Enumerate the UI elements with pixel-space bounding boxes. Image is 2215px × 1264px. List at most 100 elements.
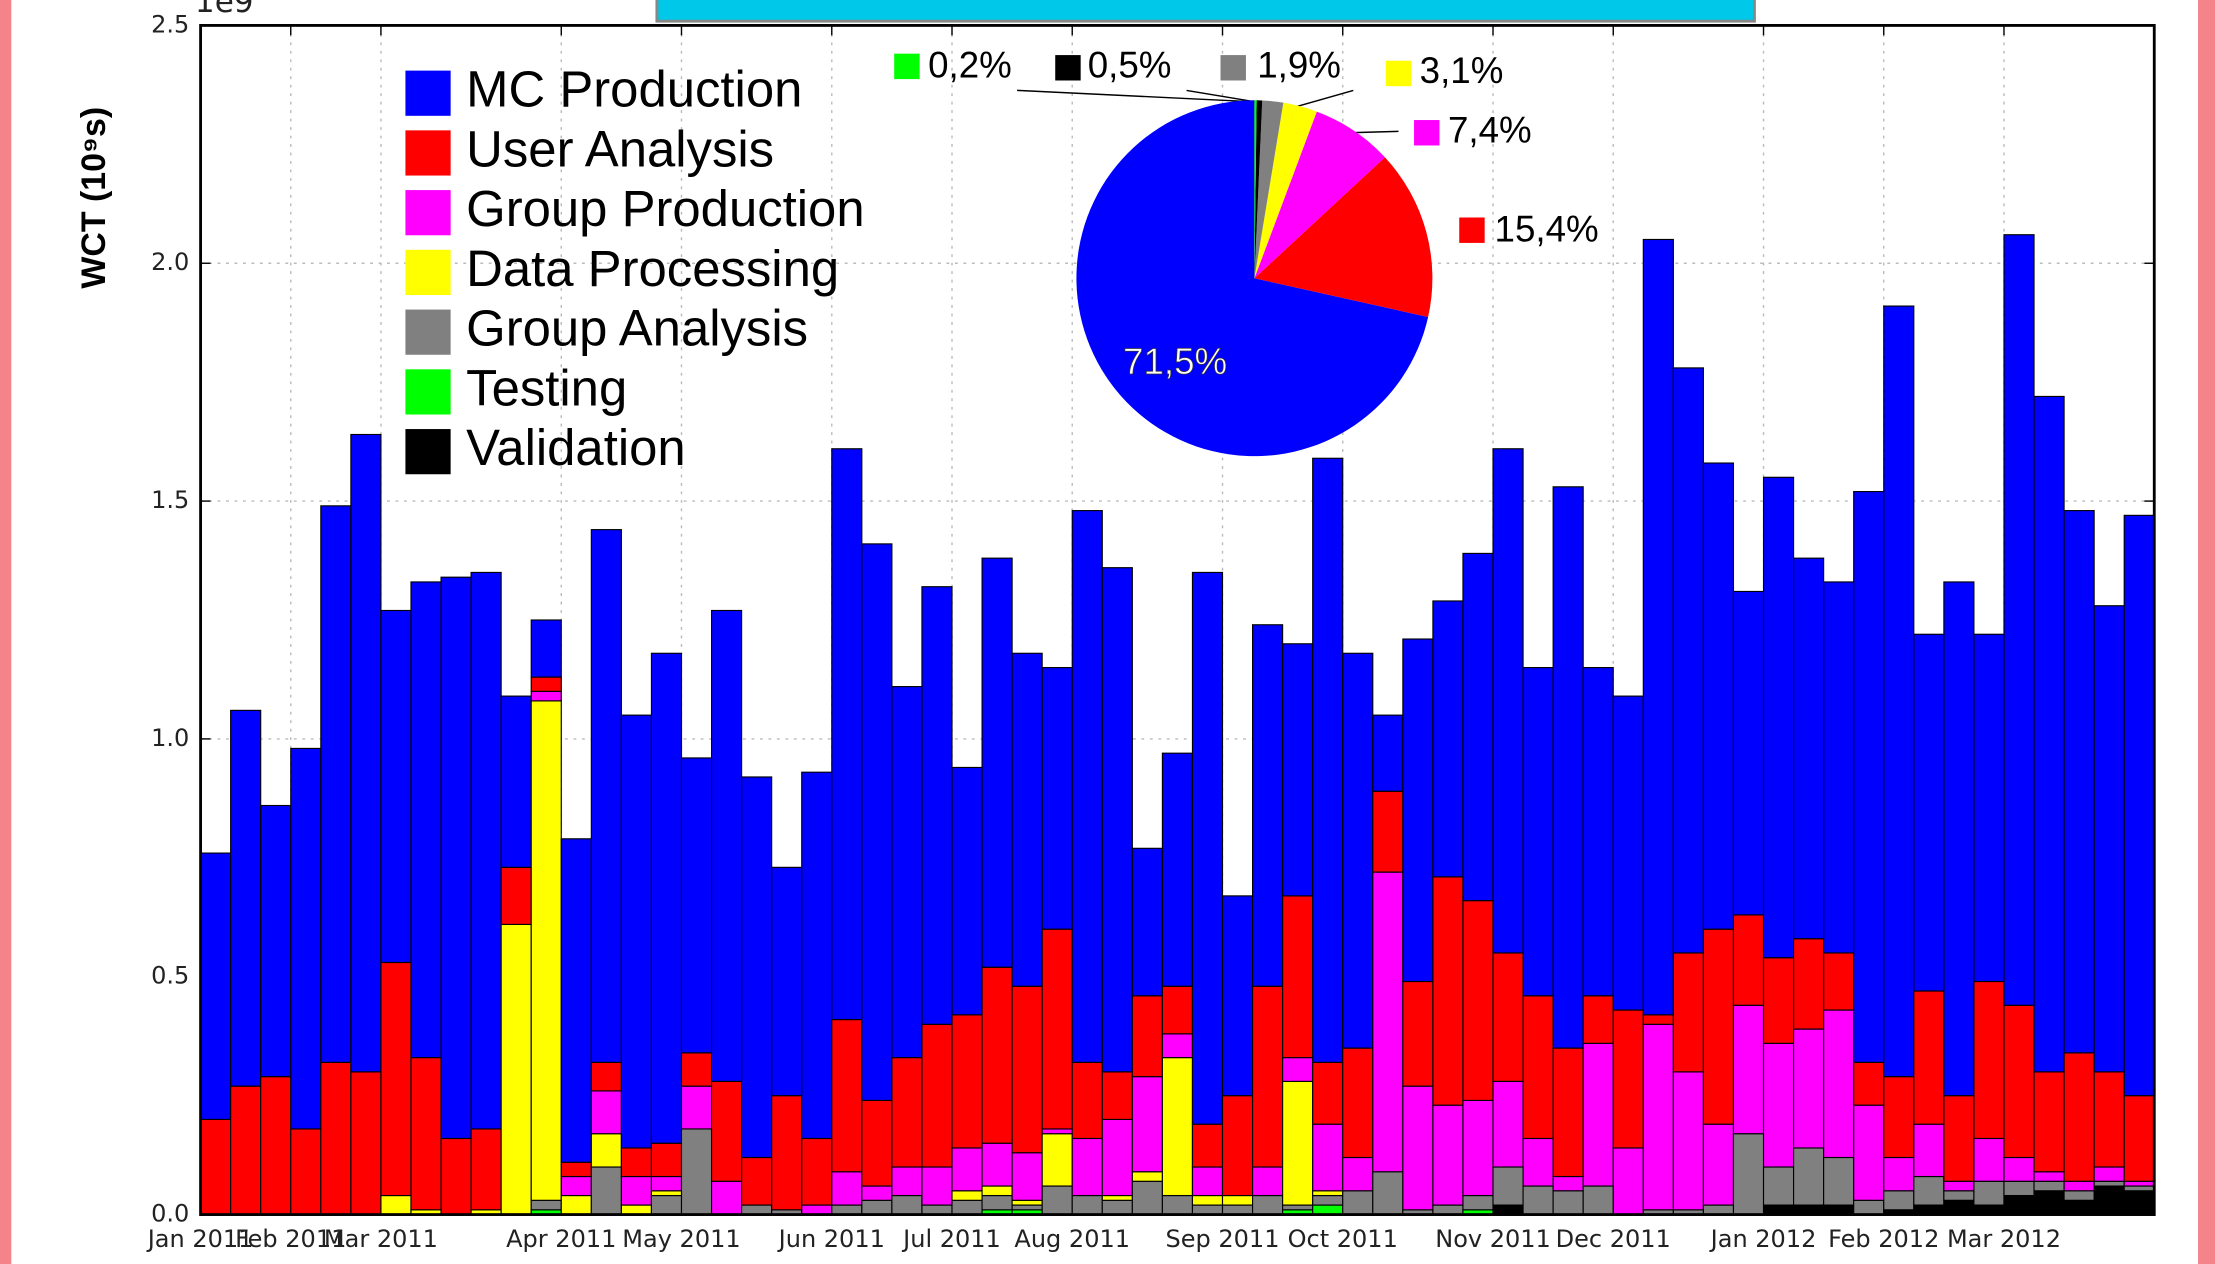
bar-segment bbox=[1762, 1042, 1795, 1168]
x-tick-label: Mar 2011 bbox=[324, 1225, 438, 1253]
bar-segment bbox=[1041, 1185, 1073, 1216]
bar-segment bbox=[2003, 1180, 2035, 1197]
bar-segment bbox=[290, 747, 322, 1130]
bar-segment bbox=[1973, 1204, 2005, 1216]
bar-segment bbox=[1702, 928, 1735, 1125]
bar-segment bbox=[1823, 1204, 1855, 1216]
bar-segment bbox=[1191, 1166, 1224, 1197]
y-tick-label: 0.5 bbox=[151, 962, 189, 990]
left-border bbox=[0, 0, 12, 1264]
bar-segment bbox=[560, 838, 592, 1163]
bar-segment bbox=[981, 1185, 1013, 1197]
bar-segment bbox=[831, 1018, 863, 1173]
leader-line bbox=[1293, 89, 1354, 109]
bar-segment bbox=[1702, 462, 1735, 930]
axis-frame bbox=[199, 24, 2156, 1216]
pie-slice bbox=[1254, 100, 1263, 279]
bar-segment bbox=[620, 1147, 653, 1178]
pie-value-label: 71,5% bbox=[1123, 341, 1227, 382]
bar-segment bbox=[200, 1118, 232, 1216]
bar-segment bbox=[1191, 571, 1224, 1125]
bar-segment bbox=[1191, 1123, 1224, 1168]
bar-segment bbox=[440, 576, 472, 1140]
bar-segment bbox=[1492, 1204, 1524, 1216]
bar-segment bbox=[1642, 238, 1674, 1016]
bar-segment bbox=[2063, 1180, 2095, 1192]
bar-segment bbox=[1372, 871, 1404, 1173]
bar-segment bbox=[1913, 1175, 1945, 1206]
bar-segment bbox=[500, 695, 532, 868]
bar-segment bbox=[470, 571, 502, 1130]
bar-segment bbox=[1011, 1204, 1043, 1211]
bar-segment bbox=[1101, 567, 1133, 1073]
bar-segment bbox=[1101, 1118, 1133, 1197]
pie-value-label: 0,2% bbox=[928, 44, 1012, 85]
bar-segment bbox=[1552, 1190, 1584, 1216]
bar-segment bbox=[921, 1204, 953, 1216]
legend-label: Data Processing bbox=[466, 240, 839, 297]
bar-segment bbox=[1973, 633, 2005, 983]
bar-segment bbox=[1191, 1204, 1224, 1216]
bar-segment bbox=[2123, 1190, 2155, 1216]
bar-segment bbox=[741, 1204, 773, 1216]
x-tick-label: Nov 2011 bbox=[1435, 1225, 1551, 1253]
bar-segment bbox=[2093, 1166, 2125, 1182]
bar-segment bbox=[831, 448, 863, 1021]
bar-segment bbox=[1131, 847, 1163, 997]
bar-segment bbox=[440, 1137, 472, 1216]
bar-segment bbox=[2123, 1185, 2155, 1192]
bar-segment bbox=[831, 1171, 863, 1206]
pie-label-swatch bbox=[1385, 60, 1412, 87]
bar-segment bbox=[1913, 990, 1945, 1125]
bar-segment bbox=[1582, 995, 1614, 1044]
x-tick-label: Jan 2011 bbox=[146, 1225, 254, 1253]
bar-segment bbox=[590, 1090, 622, 1135]
legend-swatch bbox=[405, 130, 451, 176]
bar-segment bbox=[410, 1057, 442, 1211]
bar-segment bbox=[230, 709, 262, 1087]
bar-segment bbox=[1552, 1047, 1584, 1178]
y-axis-label: WCT (10⁹s) bbox=[75, 107, 113, 289]
title-banner bbox=[655, 0, 1756, 23]
bar-segment bbox=[1552, 486, 1584, 1049]
bar-segment bbox=[2063, 1190, 2095, 1201]
x-tick-label: Jul 2011 bbox=[901, 1225, 1001, 1253]
legend-label: Validation bbox=[466, 419, 685, 476]
bar-segment bbox=[560, 1175, 592, 1197]
bar-segment bbox=[801, 1137, 833, 1206]
bar-segment bbox=[710, 1080, 743, 1182]
bar-segment bbox=[1131, 1076, 1163, 1173]
bar-segment bbox=[1312, 1061, 1344, 1125]
bar-segment bbox=[560, 1161, 592, 1178]
pie-label-swatch bbox=[1055, 55, 1081, 81]
bar-segment bbox=[650, 1142, 683, 1178]
bar-segment bbox=[1041, 928, 1073, 1130]
legend-swatch bbox=[405, 249, 451, 296]
legend-label: Testing bbox=[466, 359, 627, 416]
bar-segment bbox=[2123, 514, 2155, 1097]
bar-segment bbox=[230, 1085, 262, 1216]
bar-segment bbox=[1492, 1166, 1524, 1206]
bar-segment bbox=[2063, 1052, 2095, 1182]
bar-segment bbox=[1642, 1023, 1674, 1211]
pie-slice bbox=[1254, 100, 1284, 279]
bar-segment bbox=[951, 1190, 983, 1201]
bar-segment bbox=[410, 581, 442, 1059]
bar-segment bbox=[590, 1061, 622, 1092]
bar-segment bbox=[1943, 1199, 1975, 1216]
legend-swatch bbox=[405, 190, 451, 236]
bar-segment bbox=[1793, 1147, 1825, 1206]
bar-segment bbox=[861, 1099, 893, 1187]
bar-segment bbox=[1011, 1199, 1043, 1206]
bar-segment bbox=[1342, 652, 1374, 1049]
bar-segment bbox=[981, 557, 1013, 968]
bar-segment bbox=[2123, 1180, 2155, 1187]
x-tick-label: Dec 2011 bbox=[1556, 1225, 1671, 1253]
pie-chart: 71,5% 15,4% 7,4% 3,1% 1,9% 0,5% 0,2% bbox=[894, 44, 1599, 457]
bar-segment bbox=[1161, 985, 1194, 1035]
bar-segment bbox=[951, 1014, 983, 1149]
bar-segment bbox=[1732, 1004, 1765, 1135]
